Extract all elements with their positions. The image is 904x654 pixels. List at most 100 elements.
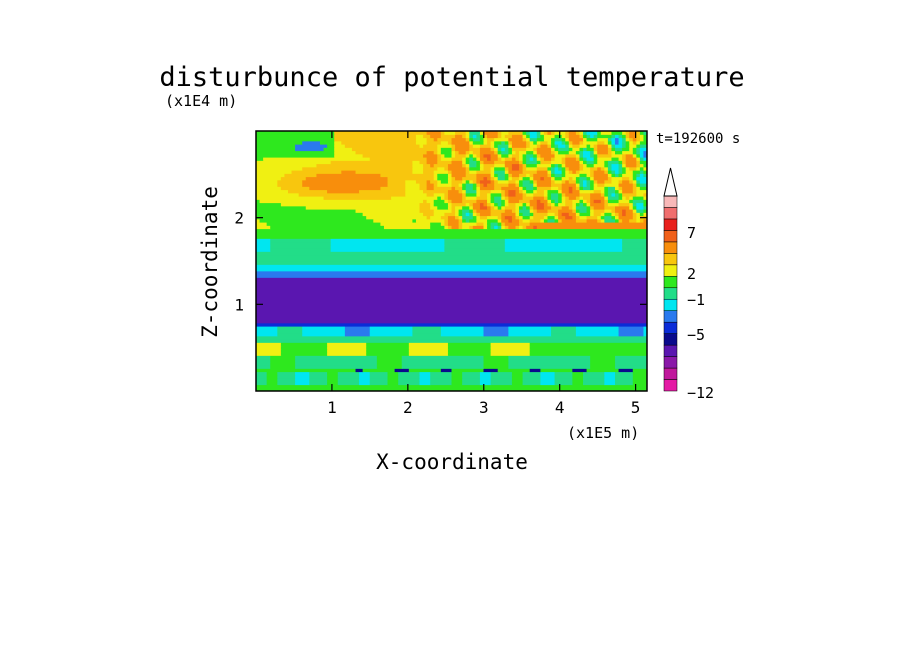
y-unit-label: (x1E4 m) <box>165 92 237 110</box>
contour-cell <box>447 173 453 178</box>
contour-cell <box>444 241 506 246</box>
contour-cell <box>451 225 460 230</box>
contour-cell <box>586 183 591 187</box>
contour-cell <box>622 238 647 243</box>
x-tick-label: 1 <box>327 398 337 417</box>
contour-cell <box>622 209 627 213</box>
contour-cell <box>639 173 645 178</box>
contour-cell <box>483 326 509 330</box>
contour-cell <box>554 215 559 220</box>
contour-cell <box>590 209 595 213</box>
contour-cell <box>565 196 570 200</box>
contour-cell <box>433 183 438 187</box>
contour-cell <box>508 131 524 135</box>
contour-cell <box>629 202 634 207</box>
contour-cell <box>643 166 647 171</box>
contour-cell <box>611 212 616 217</box>
contour-cell <box>426 199 435 204</box>
contour-cell <box>611 140 616 145</box>
contour-cell <box>419 209 435 213</box>
contour-cell <box>629 218 637 223</box>
contour-cell <box>405 183 421 187</box>
contour-cell <box>575 212 581 217</box>
contour-cell <box>607 160 620 165</box>
contour-cell <box>522 186 527 191</box>
contour-cell <box>256 228 647 233</box>
contour-cell <box>639 134 645 139</box>
contour-cell <box>622 157 627 161</box>
contour-cell <box>483 332 509 337</box>
contour-cell <box>511 153 520 158</box>
contour-cell <box>469 144 474 148</box>
contour-cell <box>639 163 645 168</box>
contour-cell <box>639 147 647 152</box>
contour-cell <box>444 192 449 197</box>
contour-cell <box>362 368 396 373</box>
contour-cell <box>508 147 513 152</box>
contour-cell <box>593 170 605 174</box>
contour-cell <box>398 378 421 382</box>
contour-cell <box>419 378 431 382</box>
contour-cell <box>519 153 524 158</box>
contour-cell <box>351 147 438 152</box>
contour-cell <box>487 137 495 142</box>
contour-cell <box>629 144 637 148</box>
contour-cell <box>590 166 598 171</box>
contour-cell <box>479 186 495 191</box>
contour-cell <box>579 176 588 181</box>
contour-cell <box>256 222 268 226</box>
contour-cell <box>558 202 566 207</box>
contour-cell <box>437 166 445 171</box>
contour-cell <box>622 163 627 168</box>
contour-cell <box>551 196 559 200</box>
contour-cell <box>618 326 645 330</box>
contour-cell <box>625 212 634 217</box>
contour-cell <box>451 150 456 155</box>
contour-cell <box>604 205 616 210</box>
contour-cell <box>622 176 630 181</box>
contour-cell <box>430 222 442 226</box>
contour-cell <box>583 140 598 145</box>
contour-cell <box>419 160 428 165</box>
contour-cell <box>490 192 502 197</box>
contour-cell <box>639 160 647 165</box>
contour-cell <box>440 332 485 337</box>
contour-cell <box>632 183 637 187</box>
contour-cell <box>256 251 647 256</box>
contour-cell <box>316 163 413 168</box>
contour-cell <box>359 381 371 386</box>
contour-cell <box>494 205 499 210</box>
contour-cell <box>611 176 623 181</box>
contour-cell <box>256 170 293 174</box>
contour-cell <box>501 225 506 230</box>
contour-cell <box>636 205 645 210</box>
contour-cell <box>256 160 332 165</box>
contour-cell <box>519 212 524 217</box>
contour-cell <box>643 202 647 207</box>
contour-cell <box>643 326 647 330</box>
contour-cell <box>472 225 485 230</box>
contour-cell <box>593 179 598 184</box>
contour-cell <box>497 157 502 161</box>
contour-cell <box>529 342 647 347</box>
contour-cell <box>355 209 421 213</box>
contour-cell <box>494 225 499 230</box>
contour-cell <box>643 134 647 139</box>
contour-cell <box>483 160 495 165</box>
contour-cell <box>579 202 584 207</box>
contour-cell <box>561 179 566 184</box>
contour-cell <box>515 215 520 220</box>
contour-cell <box>327 352 367 356</box>
contour-cell <box>366 215 428 220</box>
contour-cell <box>636 202 645 207</box>
contour-cell <box>636 186 641 191</box>
contour-cell <box>568 205 573 210</box>
contour-cell <box>554 212 559 217</box>
contour-cell <box>639 137 645 142</box>
contour-cell <box>607 196 620 200</box>
contour-cell <box>625 170 634 174</box>
contour-cell <box>504 140 509 145</box>
contour-cell <box>611 192 616 197</box>
contour-cell <box>280 342 328 347</box>
contour-cell <box>508 365 591 369</box>
